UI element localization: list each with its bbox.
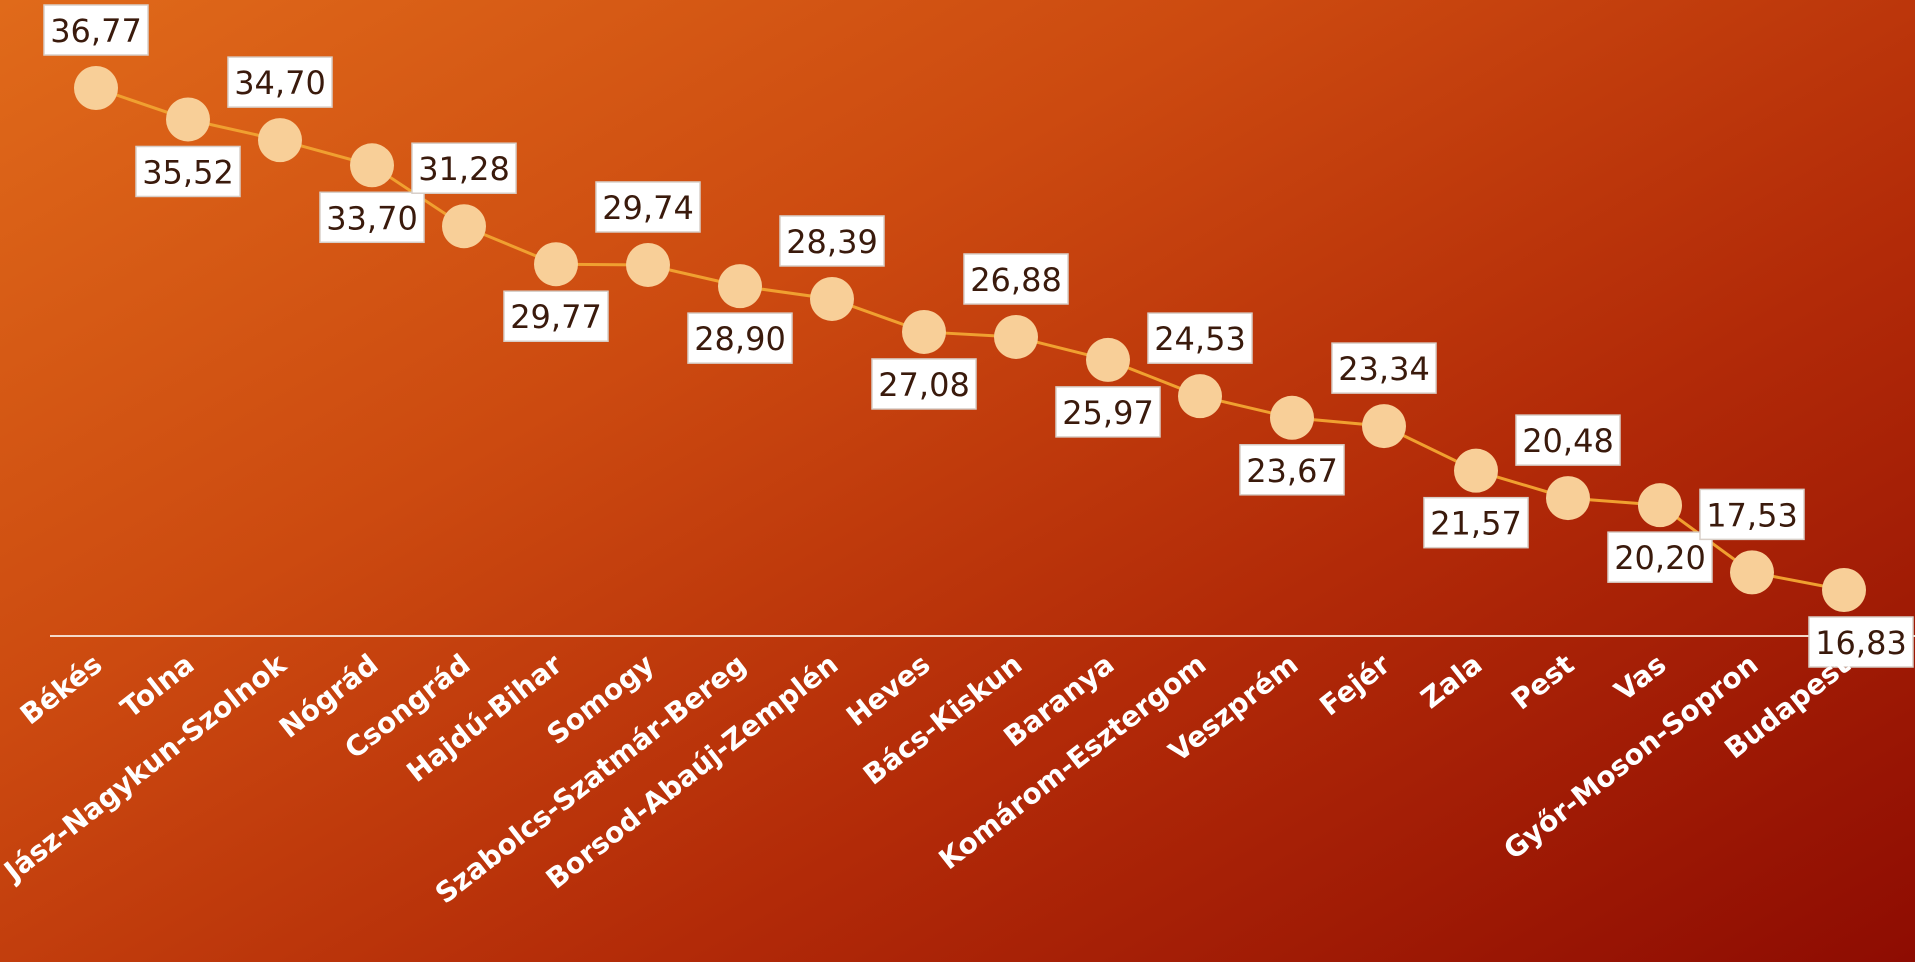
value-label-box: [1607, 531, 1713, 583]
value-label-box: [1331, 342, 1437, 394]
data-point: [810, 276, 854, 321]
data-point: [626, 242, 670, 287]
value-label: 20,20: [1607, 531, 1713, 583]
value-label-text: 20,20: [1614, 539, 1706, 577]
value-label: 23,34: [1331, 342, 1437, 394]
data-point: [1730, 550, 1774, 595]
value-label-box: [1699, 488, 1805, 541]
data-point: [902, 309, 946, 354]
data-point: [442, 204, 486, 249]
value-label-box: [1055, 386, 1161, 438]
value-label: 26,88: [963, 253, 1069, 305]
value-label: 23,67: [1239, 444, 1345, 496]
value-label: 34,70: [227, 56, 333, 108]
value-label-box: [595, 181, 701, 233]
value-label-text: 26,88: [970, 261, 1062, 299]
value-label-text: 24,53: [1154, 320, 1246, 358]
data-markers: [74, 66, 1866, 612]
value-label-text: 36,77: [50, 12, 142, 50]
value-label-box: [1423, 496, 1529, 549]
value-label-box: [503, 290, 609, 342]
value-label-box: [1515, 414, 1621, 466]
category-label: Hajdú-Bihar: [401, 647, 569, 788]
data-point: [74, 66, 118, 110]
data-point: [1546, 476, 1590, 521]
data-point: [1362, 404, 1406, 449]
value-label: 33,70: [319, 191, 425, 244]
value-label: 21,57: [1423, 496, 1529, 549]
value-label-box: [687, 312, 793, 364]
value-label-text: 29,77: [510, 298, 602, 336]
value-label-box: [963, 253, 1069, 305]
value-label: 24,53: [1147, 312, 1253, 364]
value-label-text: 20,48: [1522, 422, 1614, 460]
data-point: [1638, 483, 1682, 528]
value-label: 28,39: [779, 215, 885, 267]
value-label-text: 33,70: [326, 199, 418, 237]
value-label: 36,77: [43, 4, 149, 56]
value-label-text: 31,28: [418, 150, 510, 188]
value-label-text: 28,90: [694, 320, 786, 358]
value-label-text: 29,74: [602, 189, 694, 227]
value-label-box: [779, 215, 885, 267]
category-label: Békés: [14, 648, 108, 732]
data-point: [1178, 374, 1222, 419]
value-label: 17,53: [1699, 488, 1805, 541]
category-label: Pest: [1505, 648, 1580, 717]
value-label-text: 35,52: [142, 153, 234, 191]
data-point: [994, 314, 1038, 359]
value-label-text: 27,08: [878, 366, 970, 404]
value-label-box: [43, 4, 149, 56]
data-point: [350, 143, 394, 188]
value-label: 16,83: [1808, 616, 1914, 668]
value-label: 35,52: [135, 145, 241, 198]
value-label-box: [319, 191, 425, 244]
data-point: [166, 97, 210, 142]
category-labels: Békés TolnaJász-Nagykun-SzolnokNógrádCson…: [0, 647, 1856, 911]
data-point: [1454, 448, 1498, 493]
value-label-text: 23,67: [1246, 452, 1338, 490]
value-label: 29,74: [595, 181, 701, 233]
value-label-text: 21,57: [1430, 505, 1522, 543]
value-label: 29,77: [503, 290, 609, 342]
data-point: [1822, 568, 1866, 612]
category-label: Vas: [1608, 648, 1672, 708]
value-label-box: [1808, 616, 1914, 668]
value-label-box: [227, 56, 333, 108]
value-label: 28,90: [687, 312, 793, 364]
value-label-text: 23,34: [1338, 350, 1430, 388]
category-label: Fejér: [1313, 647, 1396, 722]
value-label-box: [1147, 312, 1253, 364]
value-label-box: [411, 142, 517, 194]
value-label: 27,08: [871, 358, 977, 410]
value-label-text: 17,53: [1706, 496, 1798, 534]
value-label: 31,28: [411, 142, 517, 194]
value-label-text: 34,70: [234, 64, 326, 102]
value-label-text: 16,83: [1815, 624, 1907, 662]
data-point: [258, 118, 302, 163]
value-label: 25,97: [1055, 386, 1161, 438]
data-point: [534, 242, 578, 287]
category-label: Bács-Kiskun: [857, 648, 1028, 792]
data-point: [1270, 395, 1314, 440]
category-label: Zala: [1415, 648, 1489, 716]
value-label-text: 28,39: [786, 223, 878, 261]
data-point: [1086, 337, 1130, 382]
data-point: [718, 264, 762, 309]
value-label-box: [871, 358, 977, 410]
value-label-box: [135, 145, 241, 198]
value-label-text: 25,97: [1062, 394, 1154, 432]
value-label-box: [1239, 444, 1345, 496]
value-label: 20,48: [1515, 414, 1621, 466]
